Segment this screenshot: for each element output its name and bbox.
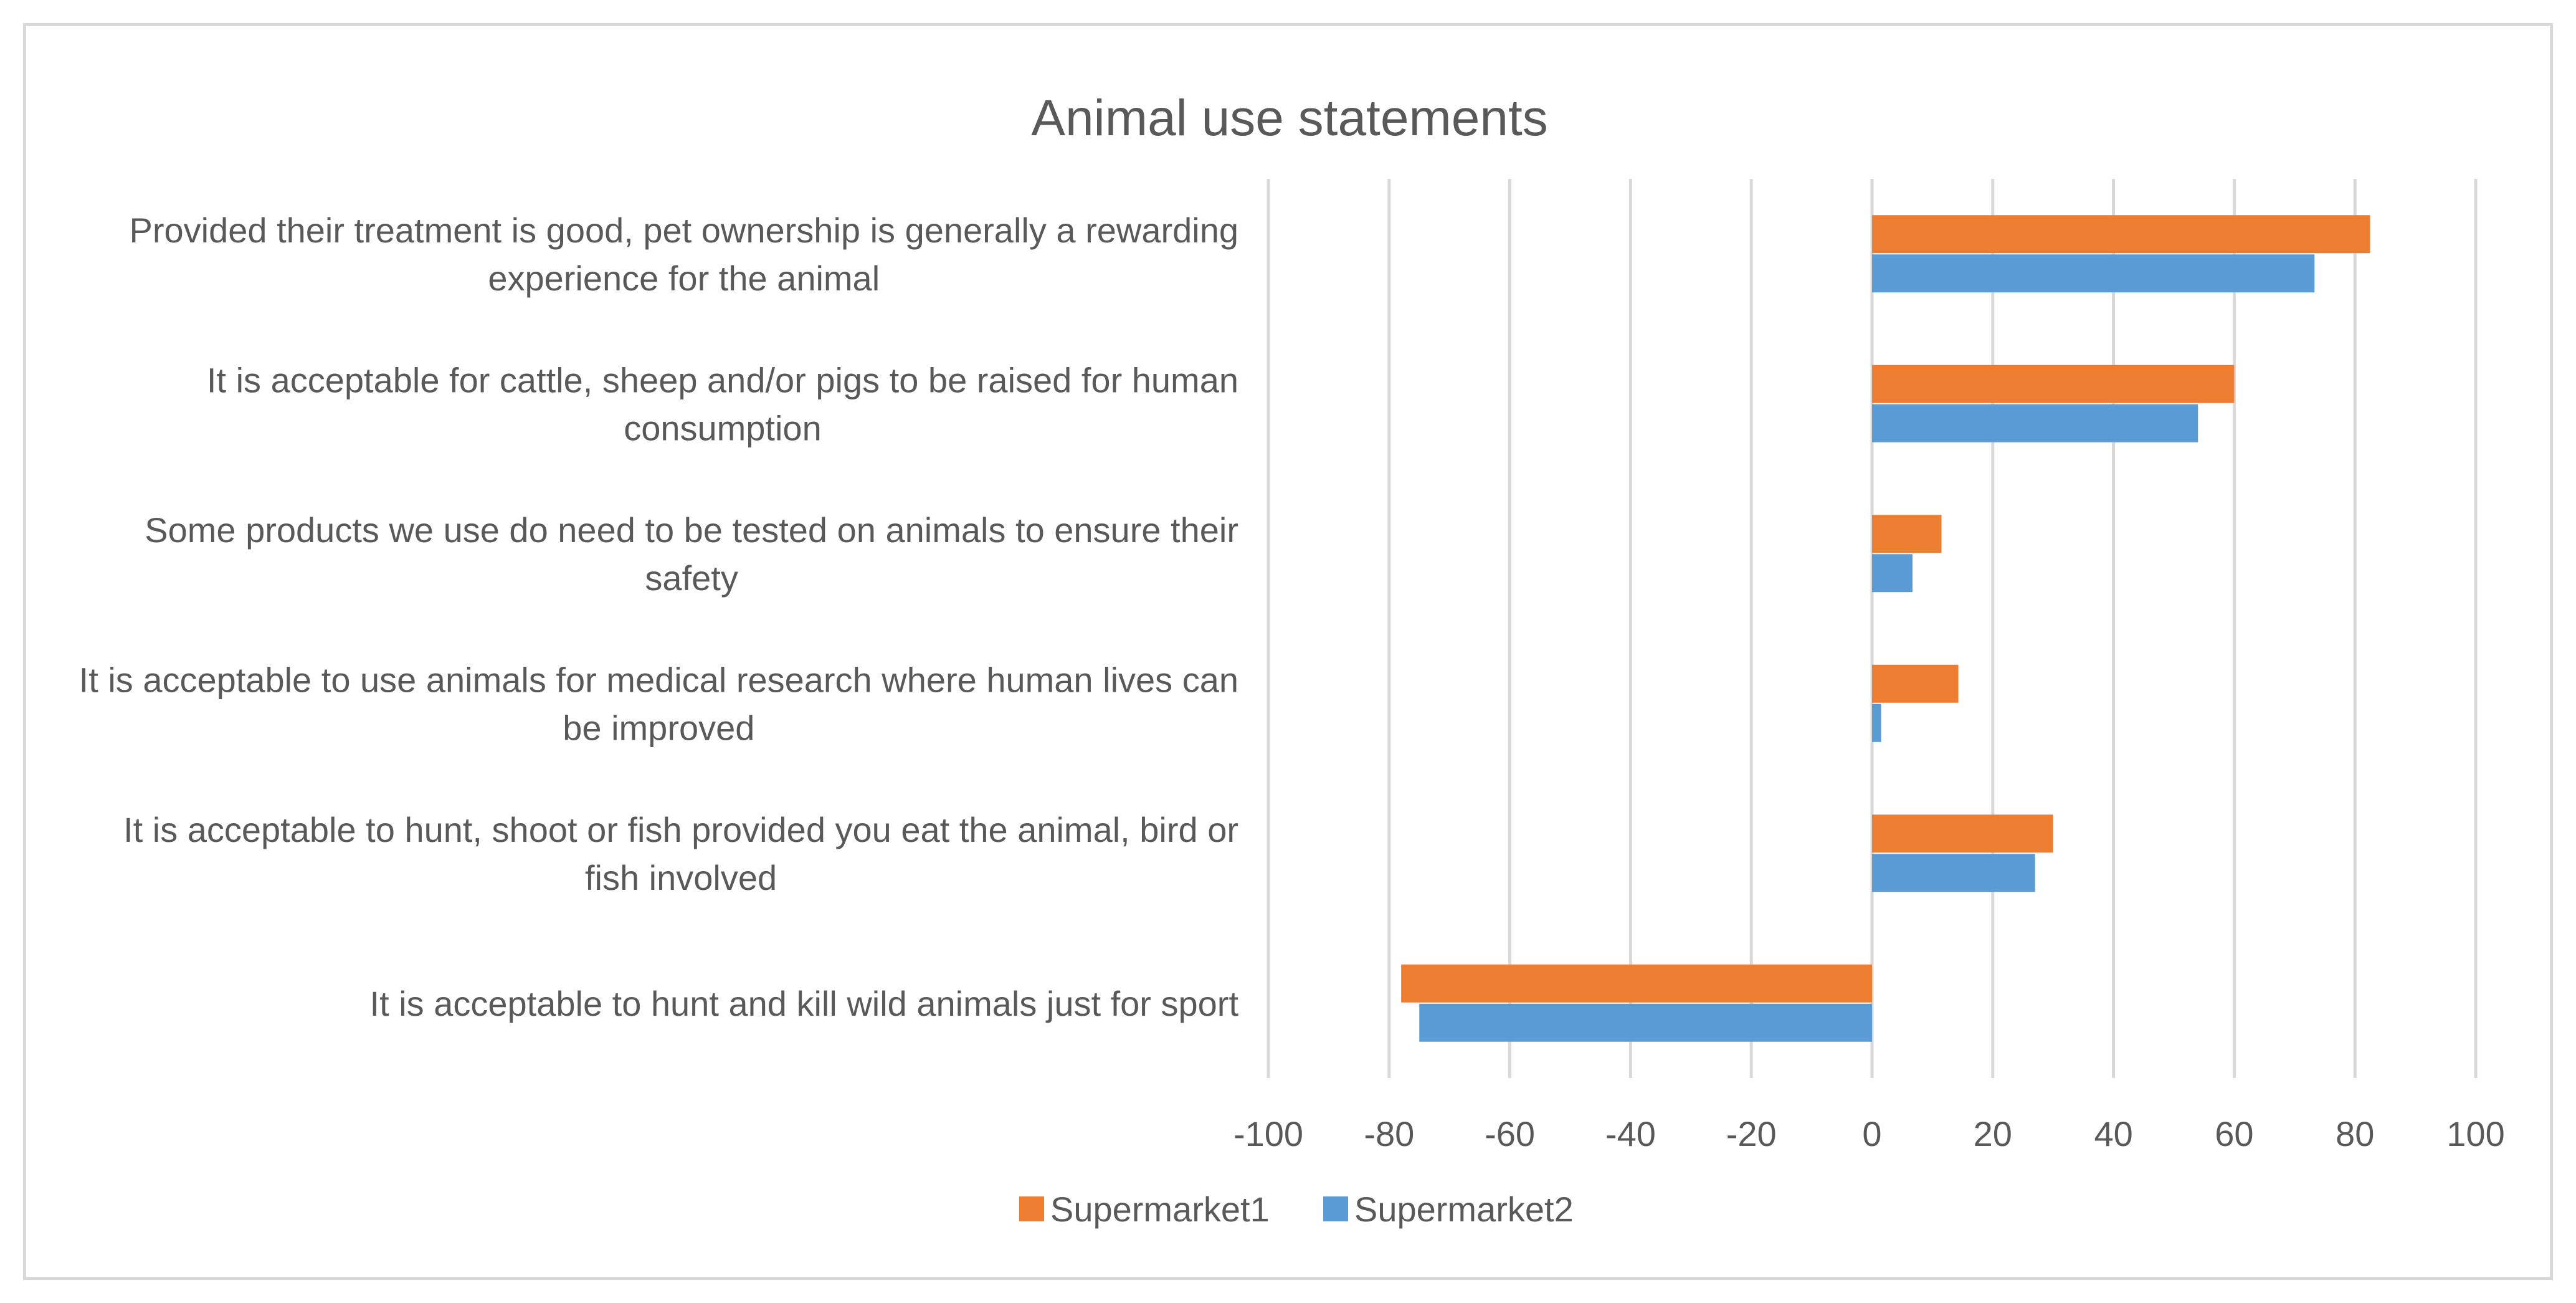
x-tick-label: 20 xyxy=(1974,1114,2012,1153)
legend-label-supermarket1: Supermarket1 xyxy=(1050,1190,1270,1229)
category-label-line: It is acceptable to hunt, shoot or fish … xyxy=(123,810,1238,849)
category-label-line: experience for the animal xyxy=(488,259,880,298)
legend-swatch-supermarket1 xyxy=(1019,1196,1044,1221)
legend: Supermarket1 Supermarket2 xyxy=(1019,1190,1574,1229)
bar-supermarket1 xyxy=(1872,215,2370,254)
legend-label-supermarket2: Supermarket2 xyxy=(1354,1190,1574,1229)
category-label-line: consumption xyxy=(624,408,822,447)
bar-supermarket2 xyxy=(1872,854,2035,892)
x-tick-label: 100 xyxy=(2446,1114,2504,1153)
category-label-line: It is acceptable to hunt and kill wild a… xyxy=(370,984,1239,1023)
x-tick-label: 80 xyxy=(2336,1114,2374,1153)
bar-supermarket1 xyxy=(1872,515,1942,553)
x-tick-label: -40 xyxy=(1605,1114,1656,1153)
category-label: Some products we use do need to be teste… xyxy=(145,510,1238,598)
category-label-line: It is acceptable for cattle, sheep and/o… xyxy=(207,360,1238,399)
category-label: Provided their treatment is good, pet ow… xyxy=(129,211,1238,298)
category-label: It is acceptable for cattle, sheep and/o… xyxy=(207,360,1238,447)
bar-supermarket2 xyxy=(1872,254,2315,293)
chart-title: Animal use statements xyxy=(1031,90,1548,146)
bar-supermarket2 xyxy=(1419,1003,1872,1042)
category-label-line: be improved xyxy=(563,708,754,747)
x-tick-label: 0 xyxy=(1862,1114,1881,1153)
bar-supermarket2 xyxy=(1872,704,1881,742)
category-label: It is acceptable to hunt and kill wild a… xyxy=(370,984,1239,1023)
category-label-line: It is acceptable to use animals for medi… xyxy=(79,660,1238,699)
x-tick-label: -20 xyxy=(1726,1114,1777,1153)
chart-frame: Animal use statements Provided their tre… xyxy=(23,23,2553,1280)
x-tick-label: -100 xyxy=(1233,1114,1303,1153)
chart: Animal use statements Provided their tre… xyxy=(79,90,2505,1229)
x-tick-label: 60 xyxy=(2215,1114,2253,1153)
bar-supermarket2 xyxy=(1872,554,1913,593)
category-label-line: safety xyxy=(645,558,738,598)
bar-supermarket1 xyxy=(1401,964,1872,1003)
bar-supermarket1 xyxy=(1872,365,2235,403)
legend-swatch-supermarket2 xyxy=(1323,1196,1348,1221)
bar-supermarket2 xyxy=(1872,404,2198,442)
bar-supermarket1 xyxy=(1872,814,2053,853)
category-label: It is acceptable to hunt, shoot or fish … xyxy=(123,810,1238,897)
x-tick-label: -60 xyxy=(1485,1114,1535,1153)
x-axis-tick-labels: -100 -80 -60 -40 -20 0 20 40 60 80 100 xyxy=(1233,1114,2505,1153)
x-tick-label: 40 xyxy=(2094,1114,2132,1153)
bar-supermarket1 xyxy=(1872,664,1959,703)
category-labels: Provided their treatment is good, pet ow… xyxy=(79,211,1239,1023)
x-tick-label: -80 xyxy=(1364,1114,1414,1153)
bars xyxy=(1401,215,2370,1042)
category-label-line: Some products we use do need to be teste… xyxy=(145,510,1238,550)
category-label-line: fish involved xyxy=(585,858,777,897)
category-label-line: Provided their treatment is good, pet ow… xyxy=(129,211,1238,250)
category-label: It is acceptable to use animals for medi… xyxy=(79,660,1238,747)
gridlines xyxy=(1267,179,2478,1078)
